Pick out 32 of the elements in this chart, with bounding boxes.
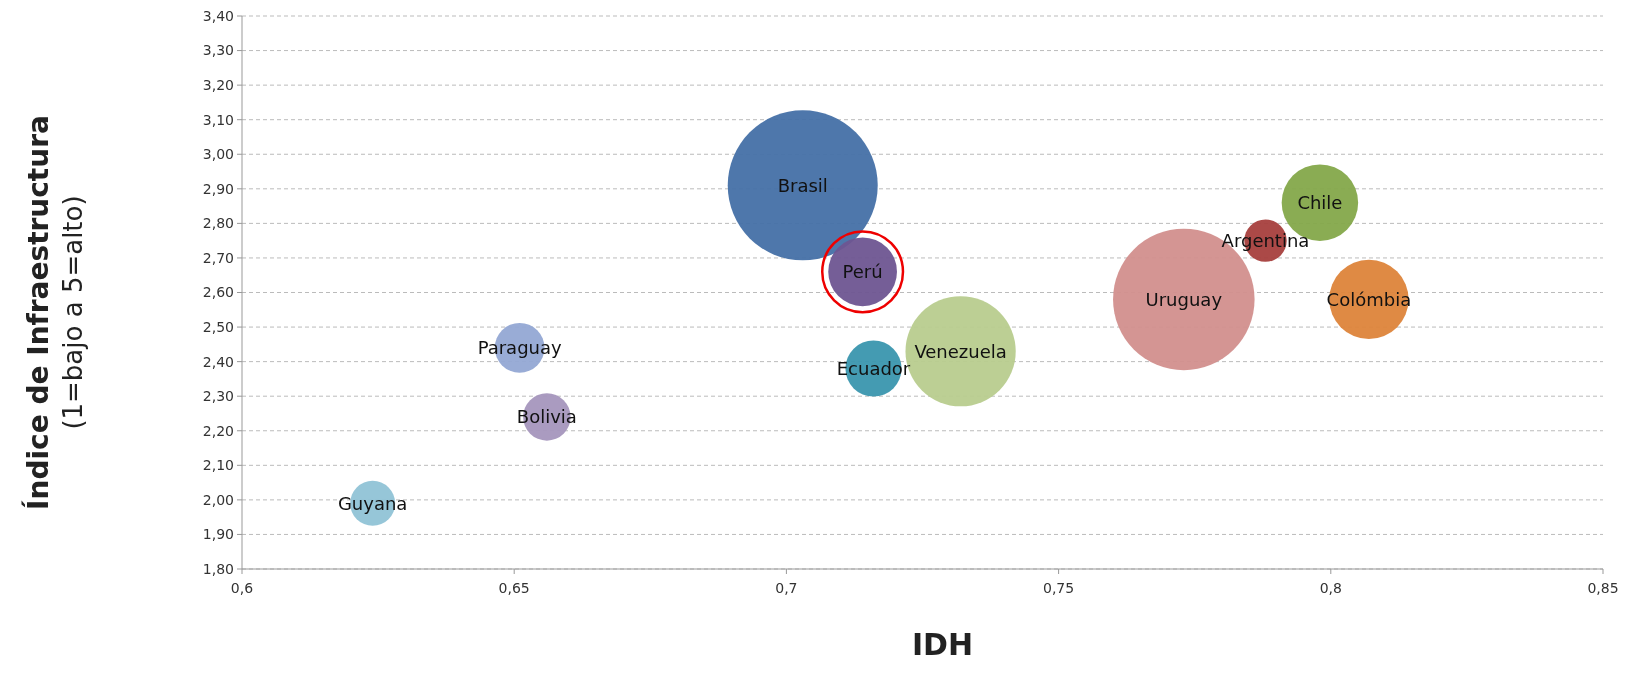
y-tick-label: 2,90 [202, 180, 234, 197]
series-label: Chile [1297, 191, 1343, 213]
y-tick-label: 1,80 [202, 560, 234, 577]
y-tick-label: 2,40 [202, 353, 234, 370]
y-tick-label: 2,20 [202, 422, 234, 439]
y-tick-label: 2,00 [202, 491, 234, 508]
y-tick-label: 2,30 [202, 388, 234, 405]
x-tick-label: 0,6 [230, 580, 254, 596]
series-label: Guyana [337, 492, 408, 514]
series-label: Venezuela [914, 340, 1007, 362]
y-tick-label: 3,10 [202, 111, 234, 128]
y-axis-title: Índice de Infraestructura (1=bajo a 5=alto) [21, 115, 88, 510]
x-tick-label: 0,65 [498, 580, 530, 596]
x-tick-label: 0,75 [1043, 580, 1075, 596]
y-tick-label: 2,50 [202, 318, 234, 335]
y-tick-label: 2,80 [202, 215, 234, 232]
y-tick-label: 2,60 [202, 284, 234, 301]
series-label: Brasil [777, 174, 828, 196]
y-tick-label: 2,10 [202, 457, 234, 474]
series-label: Paraguay [477, 337, 562, 359]
y-tick-label: 3,40 [202, 7, 234, 24]
series-label: Perú [842, 261, 883, 283]
y-tick-label: 3,00 [202, 146, 234, 163]
series-label: Uruguay [1145, 288, 1223, 310]
x-tick-label: 0,7 [775, 580, 798, 596]
x-axis-title: IDH [911, 627, 974, 662]
y-tick-label: 1,90 [202, 526, 234, 543]
x-tick-label: 0,85 [1587, 580, 1619, 596]
y-tick-label: 3,30 [202, 42, 234, 59]
y-tick-label: 3,20 [202, 77, 234, 94]
x-tick-label: 0,8 [1319, 580, 1342, 596]
y-tick-label: 2,70 [202, 249, 234, 266]
